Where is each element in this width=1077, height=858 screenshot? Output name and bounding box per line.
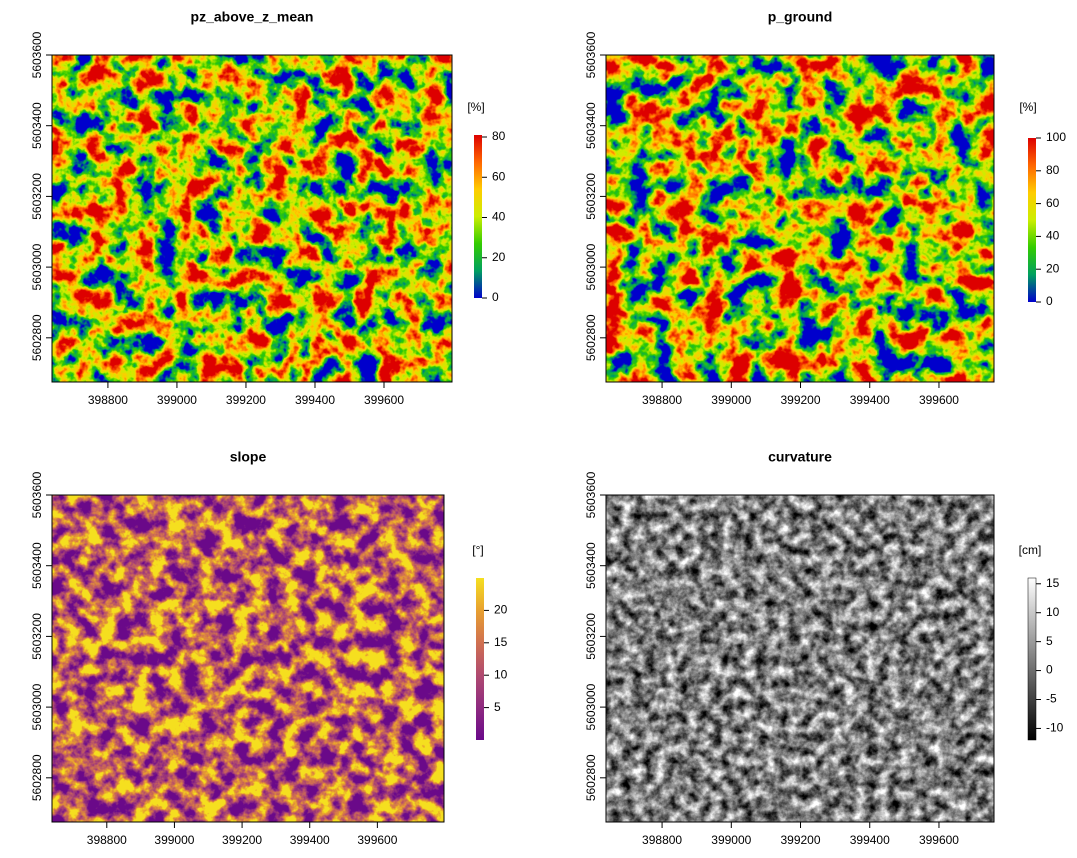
colorbar-tick-label: 60	[1046, 196, 1060, 210]
legend-title: [%]	[1019, 100, 1036, 114]
x-tick-label: 399400	[850, 833, 890, 847]
colorbar	[474, 135, 482, 298]
colorbar-tick-label: 15	[494, 635, 508, 649]
colorbar-tick-label: -5	[1046, 692, 1057, 706]
colorbar	[1028, 138, 1036, 302]
colorbar-tick-label: 15	[1046, 576, 1060, 590]
panel-title: slope	[230, 449, 267, 465]
y-tick-label: 5603000	[584, 243, 598, 290]
legend-title: [°]	[472, 543, 483, 557]
x-tick-label: 399600	[357, 833, 397, 847]
y-tick-label: 5603400	[30, 542, 44, 589]
colorbar-tick-label: 80	[1046, 163, 1060, 177]
colorbar-tick-label: 40	[1046, 229, 1060, 243]
panel-title: pz_above_z_mean	[191, 9, 314, 25]
y-tick-label: 5603000	[30, 683, 44, 730]
colorbar-tick-label: 60	[492, 169, 506, 183]
legend-title: [%]	[467, 100, 484, 114]
colorbar-tick-label: 20	[1046, 261, 1060, 275]
y-tick-label: 5603000	[584, 683, 598, 730]
colorbar-tick-label: 5	[1046, 634, 1053, 648]
y-tick-label: 5603400	[30, 102, 44, 149]
colorbar-tick-label: 20	[492, 250, 506, 264]
colorbar	[476, 578, 484, 740]
plot-frame	[51, 494, 445, 823]
panel-title: curvature	[768, 449, 832, 465]
colorbar-tick-label: 80	[492, 129, 506, 143]
raster-image	[52, 495, 444, 822]
x-tick-label: 399000	[711, 833, 751, 847]
colorbar-tick-label: 0	[1046, 294, 1053, 308]
x-tick-label: 398800	[87, 833, 127, 847]
y-tick-label: 5603600	[30, 471, 44, 518]
x-tick-label: 399600	[919, 833, 959, 847]
x-tick-label: 399400	[850, 393, 890, 407]
colorbar-tick-label: 0	[492, 290, 499, 304]
plot-frame	[605, 54, 995, 383]
y-tick-label: 5602800	[30, 754, 44, 801]
x-tick-label: 398800	[88, 393, 128, 407]
colorbar-tick-label: 100	[1046, 130, 1066, 144]
x-tick-label: 399000	[711, 393, 751, 407]
x-tick-label: 399200	[780, 833, 820, 847]
raster-image	[606, 55, 994, 382]
y-tick-label: 5603600	[30, 31, 44, 78]
x-tick-label: 399000	[154, 833, 194, 847]
x-tick-label: 399400	[295, 393, 335, 407]
y-tick-label: 5603200	[30, 613, 44, 660]
y-tick-label: 5602800	[584, 754, 598, 801]
y-tick-label: 5603200	[584, 173, 598, 220]
y-tick-label: 5603600	[584, 471, 598, 518]
colorbar-tick-label: 20	[494, 603, 508, 617]
colorbar-tick-label: 10	[1046, 605, 1060, 619]
colorbar-tick-label: 10	[494, 667, 508, 681]
x-tick-label: 398800	[642, 833, 682, 847]
raster-image	[606, 495, 994, 822]
legend-title: [cm]	[1019, 543, 1042, 557]
y-tick-label: 5603400	[584, 102, 598, 149]
x-tick-label: 399600	[364, 393, 404, 407]
y-tick-label: 5603200	[30, 173, 44, 220]
x-tick-label: 399000	[157, 393, 197, 407]
colorbar-tick-label: 0	[1046, 663, 1053, 677]
colorbar-tick-label: -10	[1046, 721, 1064, 735]
plot-frame	[51, 54, 453, 383]
y-tick-label: 5603000	[30, 243, 44, 290]
colorbar	[1027, 577, 1037, 741]
y-tick-label: 5603200	[584, 613, 598, 660]
y-tick-label: 5603600	[584, 31, 598, 78]
y-tick-label: 5603400	[584, 542, 598, 589]
colorbar-tick-label: 40	[492, 210, 506, 224]
x-tick-label: 399400	[290, 833, 330, 847]
x-tick-label: 399200	[780, 393, 820, 407]
colorbar-tick-label: 5	[494, 700, 501, 714]
raster-image	[52, 55, 452, 382]
plot-frame	[605, 494, 995, 823]
x-tick-label: 399200	[226, 393, 266, 407]
y-tick-label: 5602800	[30, 314, 44, 361]
panel-title: p_ground	[768, 9, 833, 25]
x-tick-label: 399600	[919, 393, 959, 407]
x-tick-label: 399200	[222, 833, 262, 847]
y-tick-label: 5602800	[584, 314, 598, 361]
x-tick-label: 398800	[642, 393, 682, 407]
